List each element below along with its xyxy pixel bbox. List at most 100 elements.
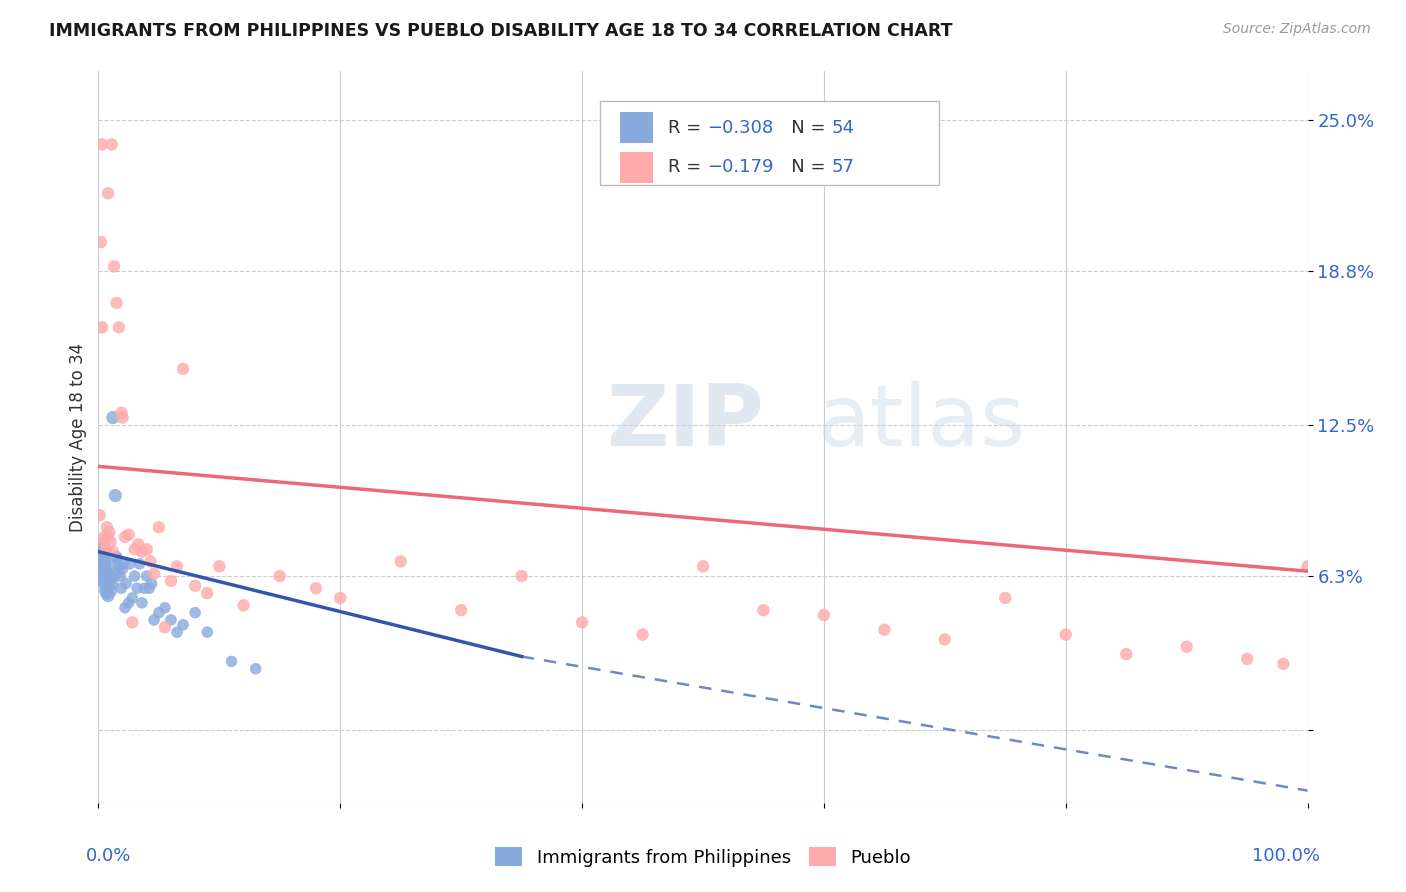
Text: −0.308: −0.308 — [707, 119, 773, 136]
Point — [110, 406, 132, 420]
Point — [101, 410, 124, 425]
Point — [91, 557, 114, 571]
Point — [110, 581, 132, 595]
Point — [160, 613, 183, 627]
Point — [195, 625, 218, 640]
Point — [101, 544, 124, 558]
Point — [107, 552, 129, 566]
Point — [166, 625, 188, 640]
Point — [111, 562, 134, 576]
Point — [172, 361, 194, 376]
Text: 54: 54 — [831, 119, 855, 136]
Point — [91, 572, 114, 586]
Point — [90, 557, 112, 571]
Point — [143, 566, 166, 581]
Point — [90, 235, 112, 249]
Point — [571, 615, 593, 630]
Y-axis label: Disability Age 18 to 34: Disability Age 18 to 34 — [69, 343, 87, 532]
FancyBboxPatch shape — [600, 101, 939, 185]
Point — [94, 564, 117, 578]
Point — [631, 627, 654, 641]
Point — [148, 520, 170, 534]
Point — [139, 554, 162, 568]
Point — [813, 608, 835, 623]
Point — [184, 606, 207, 620]
Point — [98, 525, 121, 540]
Text: N =: N = — [775, 119, 831, 136]
Text: 100.0%: 100.0% — [1251, 847, 1320, 864]
Point — [97, 589, 120, 603]
Point — [105, 566, 128, 581]
Point — [450, 603, 472, 617]
Point — [994, 591, 1017, 605]
Point — [128, 557, 150, 571]
Point — [160, 574, 183, 588]
Point — [97, 569, 120, 583]
Point — [329, 591, 352, 605]
Point — [89, 547, 111, 561]
Point — [91, 564, 114, 578]
Point — [141, 576, 163, 591]
Point — [135, 542, 157, 557]
Point — [89, 508, 111, 522]
Point — [118, 596, 141, 610]
Point — [389, 554, 412, 568]
Point — [91, 137, 114, 152]
Point — [131, 596, 153, 610]
Point — [108, 559, 131, 574]
Point — [111, 410, 134, 425]
Point — [118, 557, 141, 571]
Text: IMMIGRANTS FROM PHILIPPINES VS PUEBLO DISABILITY AGE 18 TO 34 CORRELATION CHART: IMMIGRANTS FROM PHILIPPINES VS PUEBLO DI… — [49, 22, 953, 40]
Point — [269, 569, 291, 583]
Point — [138, 581, 160, 595]
Text: Source: ZipAtlas.com: Source: ZipAtlas.com — [1223, 22, 1371, 37]
Point — [934, 632, 956, 647]
Point — [103, 557, 125, 571]
Point — [90, 544, 112, 558]
Point — [153, 600, 176, 615]
Point — [208, 559, 231, 574]
Point — [143, 613, 166, 627]
Point — [118, 527, 141, 541]
Point — [124, 569, 146, 583]
Point — [96, 566, 118, 581]
Text: R =: R = — [668, 119, 707, 136]
Point — [94, 583, 117, 598]
Text: atlas: atlas — [818, 381, 1026, 464]
Point — [100, 583, 122, 598]
Point — [93, 559, 115, 574]
Point — [97, 530, 120, 544]
Point — [148, 606, 170, 620]
Point — [124, 542, 146, 557]
Point — [692, 559, 714, 574]
Point — [1175, 640, 1198, 654]
FancyBboxPatch shape — [620, 152, 654, 183]
Point — [134, 581, 156, 595]
Point — [232, 599, 254, 613]
Point — [96, 520, 118, 534]
Point — [127, 537, 149, 551]
Point — [103, 260, 125, 274]
Point — [172, 617, 194, 632]
Point — [127, 581, 149, 595]
Point — [1236, 652, 1258, 666]
Point — [100, 576, 122, 591]
Point — [1115, 647, 1137, 661]
Point — [91, 320, 114, 334]
Point — [100, 535, 122, 549]
Text: 57: 57 — [831, 158, 855, 177]
Text: −0.179: −0.179 — [707, 158, 773, 177]
Point — [98, 574, 121, 588]
Point — [195, 586, 218, 600]
Point — [108, 320, 131, 334]
Point — [166, 559, 188, 574]
Point — [121, 615, 143, 630]
Point — [108, 569, 131, 583]
Point — [184, 579, 207, 593]
Point — [1272, 657, 1295, 671]
Point — [100, 137, 122, 152]
Text: N =: N = — [775, 158, 831, 177]
Point — [114, 600, 136, 615]
Point — [510, 569, 533, 583]
Text: R =: R = — [668, 158, 707, 177]
